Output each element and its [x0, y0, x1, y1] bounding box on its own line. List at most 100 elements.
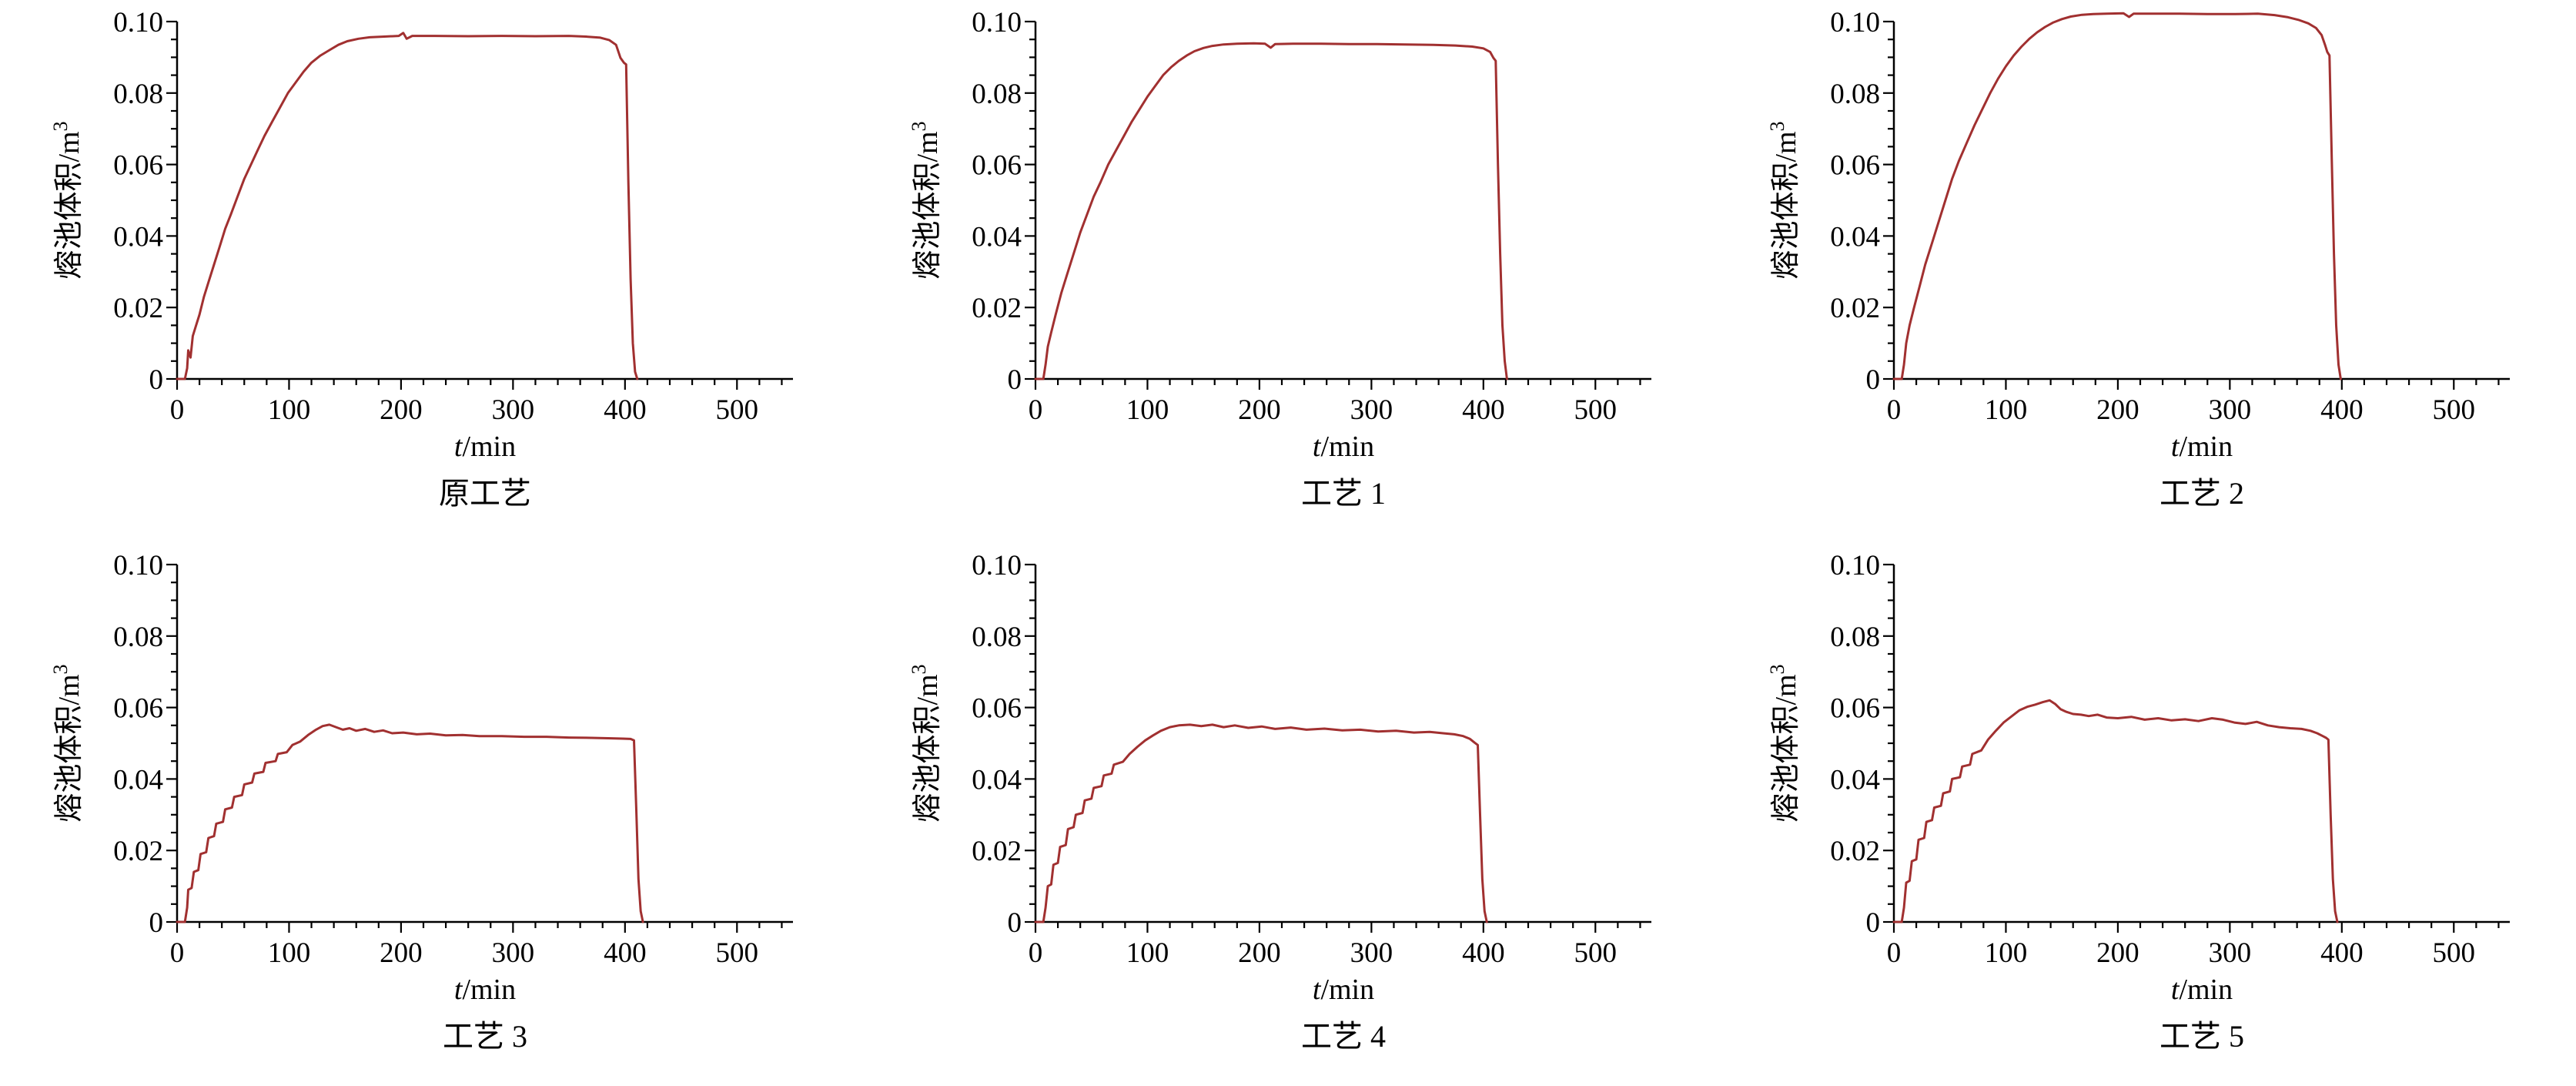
y-tick-label: 0.08 — [1830, 622, 1880, 653]
chart-caption: 工艺 5 — [2159, 1019, 2244, 1054]
y-tick-label: 0.10 — [1830, 7, 1880, 39]
y-tick-label: 0.02 — [972, 293, 1022, 324]
melt-pool-volume-curve — [176, 32, 639, 380]
x-tick-label: 0 — [170, 394, 185, 426]
y-tick-label: 0.02 — [1830, 836, 1880, 867]
chart-canvas: 0 100 200 300 400 500 0 0.02 0.04 0.06 0.08 0.10 熔池体… — [908, 550, 1651, 1054]
x-tick-label: 300 — [492, 937, 535, 969]
chart-canvas: 0 100 200 300 400 500 0 0.02 0.04 0.06 0.08 0.10 熔池体… — [908, 7, 1651, 511]
melt-pool-volume-curve — [1034, 42, 1508, 380]
x-tick-label: 100 — [1126, 394, 1169, 426]
x-axis-title: t/min — [1313, 974, 1374, 1006]
chart-caption: 工艺 3 — [443, 1019, 527, 1054]
y-tick-label: 0.08 — [1830, 79, 1880, 110]
y-axis-title: 熔池体积/m3 — [1766, 121, 1802, 279]
melt-pool-volume-curve — [1034, 723, 1488, 923]
x-tick-label: 300 — [1350, 394, 1393, 426]
chart-canvas: 0 100 200 300 400 500 0 0.02 0.04 0.06 0.08 0.10 熔池体… — [1766, 7, 2510, 511]
y-tick-label: 0 — [1866, 364, 1881, 396]
x-axis-title: t/min — [454, 431, 516, 463]
y-tick-label: 0.08 — [113, 79, 163, 110]
y-tick-label: 0.04 — [972, 764, 1022, 796]
x-tick-label: 200 — [2096, 937, 2139, 969]
x-tick-label: 400 — [1462, 937, 1505, 969]
y-tick-label: 0.08 — [972, 79, 1022, 110]
melt-pool-volume-curve — [1892, 699, 2339, 923]
y-tick-label: 0.06 — [113, 693, 163, 725]
chart-cell: 0 100 200 300 400 500 0 0.02 0.04 0.06 0.08 0.10 熔池体… — [0, 543, 858, 1086]
x-tick-label: 400 — [604, 937, 647, 969]
y-tick-label: 0.02 — [113, 293, 163, 324]
x-tick-label: 300 — [2209, 937, 2252, 969]
y-tick-label: 0.04 — [113, 764, 163, 796]
x-axis-title: t/min — [1313, 431, 1374, 463]
y-tick-label: 0.10 — [1830, 550, 1880, 582]
y-tick-label: 0 — [1008, 907, 1022, 939]
y-tick-label: 0 — [149, 364, 164, 396]
x-tick-label: 0 — [1029, 937, 1043, 969]
chart-caption: 原工艺 — [439, 476, 531, 511]
chart-cell: 0 100 200 300 400 500 0 0.02 0.04 0.06 0.08 0.10 熔池体… — [0, 0, 858, 543]
y-axis-title: 熔池体积/m3 — [1766, 664, 1802, 822]
x-axis-title: t/min — [454, 974, 516, 1006]
y-tick-label: 0.10 — [113, 7, 163, 39]
x-tick-label: 400 — [604, 394, 647, 426]
chart-canvas: 0 100 200 300 400 500 0 0.02 0.04 0.06 0.08 0.10 熔池体… — [49, 7, 793, 511]
chart-canvas: 0 100 200 300 400 500 0 0.02 0.04 0.06 0.08 0.10 熔池体… — [49, 550, 793, 1054]
y-tick-label: 0.06 — [1830, 150, 1880, 182]
x-tick-label: 0 — [170, 937, 185, 969]
x-tick-label: 300 — [2209, 394, 2252, 426]
y-tick-label: 0.04 — [113, 221, 163, 253]
chart-cell: 0 100 200 300 400 500 0 0.02 0.04 0.06 0.08 0.10 熔池体… — [1717, 0, 2575, 543]
x-tick-label: 500 — [1574, 937, 1618, 969]
x-tick-label: 0 — [1887, 937, 1902, 969]
y-tick-label: 0.02 — [972, 836, 1022, 867]
x-tick-label: 100 — [268, 937, 311, 969]
y-tick-label: 0.08 — [113, 622, 163, 653]
x-tick-label: 500 — [1574, 394, 1618, 426]
y-tick-label: 0.04 — [972, 221, 1022, 253]
y-tick-label: 0.06 — [1830, 693, 1880, 725]
x-axis-title: t/min — [2171, 431, 2233, 463]
chart-cell: 0 100 200 300 400 500 0 0.02 0.04 0.06 0.08 0.10 熔池体… — [1717, 543, 2575, 1086]
x-tick-label: 0 — [1887, 394, 1902, 426]
x-tick-label: 100 — [1985, 937, 2028, 969]
chart-cell: 0 100 200 300 400 500 0 0.02 0.04 0.06 0.08 0.10 熔池体… — [858, 0, 1717, 543]
x-tick-label: 400 — [2320, 937, 2364, 969]
x-tick-label: 400 — [2320, 394, 2364, 426]
chart-caption: 工艺 2 — [2159, 476, 2244, 511]
x-tick-label: 200 — [1238, 394, 1281, 426]
y-tick-label: 0.10 — [113, 550, 163, 582]
x-tick-label: 300 — [1350, 937, 1393, 969]
x-tick-label: 100 — [1985, 394, 2028, 426]
chart-caption: 工艺 4 — [1301, 1019, 1386, 1054]
y-tick-label: 0.10 — [972, 7, 1022, 39]
y-axis-title: 熔池体积/m3 — [49, 121, 85, 279]
y-tick-label: 0.10 — [972, 550, 1022, 582]
chart-cell: 0 100 200 300 400 500 0 0.02 0.04 0.06 0.08 0.10 熔池体… — [858, 543, 1717, 1086]
y-axis-title: 熔池体积/m3 — [49, 664, 85, 822]
y-tick-label: 0.08 — [972, 622, 1022, 653]
x-tick-label: 200 — [2096, 394, 2139, 426]
y-tick-label: 0 — [1008, 364, 1022, 396]
y-tick-label: 0.02 — [1830, 293, 1880, 324]
x-tick-label: 200 — [380, 937, 423, 969]
y-tick-label: 0.06 — [972, 150, 1022, 182]
x-tick-label: 0 — [1029, 394, 1043, 426]
x-tick-label: 100 — [1126, 937, 1169, 969]
chart-canvas: 0 100 200 300 400 500 0 0.02 0.04 0.06 0.08 0.10 熔池体… — [1766, 550, 2510, 1054]
x-tick-label: 400 — [1462, 394, 1505, 426]
x-tick-label: 500 — [716, 937, 759, 969]
melt-pool-volume-curve — [1892, 12, 2342, 380]
x-axis-title: t/min — [2171, 974, 2233, 1006]
y-tick-label: 0 — [149, 907, 164, 939]
y-tick-label: 0 — [1866, 907, 1881, 939]
x-tick-label: 500 — [2433, 937, 2476, 969]
y-tick-label: 0.02 — [113, 836, 163, 867]
y-tick-label: 0.06 — [972, 693, 1022, 725]
x-tick-label: 500 — [716, 394, 759, 426]
x-tick-label: 200 — [380, 394, 423, 426]
y-axis-title: 熔池体积/m3 — [908, 121, 944, 279]
x-tick-label: 500 — [2433, 394, 2476, 426]
